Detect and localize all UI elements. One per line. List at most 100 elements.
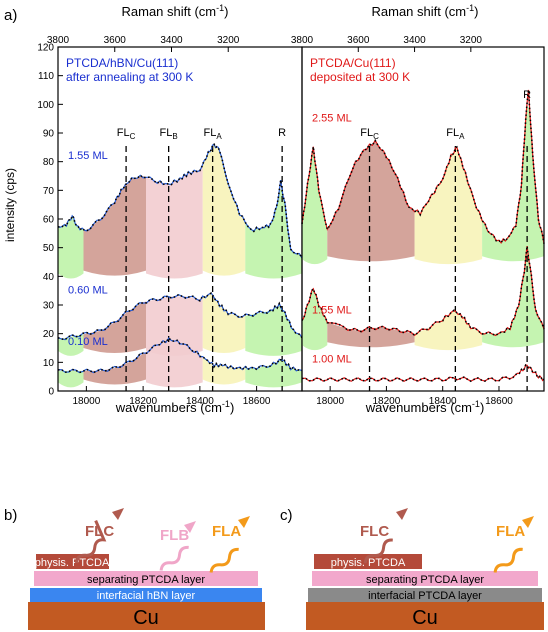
fl-c-arrowhead-c <box>396 508 408 520</box>
superscript: -1 <box>472 399 480 409</box>
peak-fill-band <box>58 370 84 388</box>
interfacial-ptcda-label-c: interfacial PTCDA layer <box>368 590 482 602</box>
y-tick-label: 80 <box>43 157 55 168</box>
fl-a-text-b: FLA <box>212 523 241 540</box>
series-line <box>301 89 545 244</box>
series-label: 1.55 ML <box>312 305 352 317</box>
peak-fill-band <box>202 293 246 353</box>
panel-title-line: PTCDA/hBN/Cu(111) <box>66 56 178 70</box>
fl-c-text-b: FLC <box>85 523 114 540</box>
fl-c-label-b: FLC <box>85 523 114 540</box>
peak-fill-band <box>245 189 302 279</box>
peak-label-main: FL <box>446 127 459 139</box>
physis-label-c: physis. PTCDA <box>331 557 406 569</box>
series-line <box>301 364 545 382</box>
physis-layer-b <box>36 554 109 569</box>
peak-label-sub: B <box>172 132 177 141</box>
y-tick-label: 120 <box>37 43 54 54</box>
right-bottom-axis-title-text: wavenumbers (cm <box>365 400 472 415</box>
x2-tick-label: 3400 <box>403 35 426 46</box>
panel-label-a: a) <box>4 7 17 24</box>
x-tick-label: 18200 <box>373 396 401 407</box>
series-label: 1.55 ML <box>68 150 108 162</box>
peak-fill-band <box>146 339 203 388</box>
fl-b-label-b: FLB <box>160 527 189 544</box>
series-label: 0.10 ML <box>68 336 108 348</box>
x-tick-label: 18400 <box>429 396 457 407</box>
peak-label-fl_a: FLA <box>204 127 223 141</box>
left-bottom-axis-title-text: wavenumbers (cm <box>115 400 222 415</box>
peak-fill-band <box>202 357 246 385</box>
superscript: -1 <box>222 399 230 409</box>
series-label: 1.00 ML <box>312 353 352 365</box>
paren: ) <box>224 4 228 19</box>
fl-c-label-c: FLC <box>360 523 389 540</box>
separating-layer-c <box>312 571 538 586</box>
x2-tick-label: 3200 <box>217 35 240 46</box>
hbn-label-b: interfacial hBN layer <box>97 590 196 602</box>
y-tick-label: 20 <box>43 329 55 340</box>
peak-fill-band <box>245 359 302 388</box>
x-tick-label: 18400 <box>186 396 214 407</box>
peak-label-main: FL <box>117 127 130 139</box>
fl-a-text-c: FLA <box>496 523 525 540</box>
panel-title-line: after annealing at 300 K <box>66 70 193 84</box>
paren: ) <box>230 400 234 415</box>
fl-a-wave-b <box>209 547 239 573</box>
cu-layer-c <box>306 602 544 630</box>
peak-label-sub: C <box>130 132 136 141</box>
panel-label-c: c) <box>280 507 293 524</box>
y-tick-label: 100 <box>37 100 54 111</box>
peak-label-sub: A <box>216 132 222 141</box>
right-bottom-axis-title: wavenumbers (cm-1) <box>365 399 485 415</box>
peak-fill-band <box>202 144 246 276</box>
plot-frame <box>301 46 545 392</box>
peak-fill-band <box>302 287 328 351</box>
x2-tick-label: 3600 <box>347 35 370 46</box>
peak-label-fl_a: FLA <box>446 127 465 141</box>
y-tick-label: 110 <box>38 71 54 82</box>
peak-label-fl_c: FLC <box>117 127 136 141</box>
x-tick-label: 18000 <box>316 396 344 407</box>
physis-layer-c <box>314 554 422 569</box>
peak-fill-band <box>302 147 328 265</box>
peak-fill-band <box>146 164 203 279</box>
peak-label-fl_b: FLB <box>160 127 178 141</box>
fl-c-wave-b <box>74 520 107 564</box>
x2-tick-label: 3200 <box>460 35 483 46</box>
series-label: 0.60 ML <box>68 285 108 297</box>
interfacial-ptcda-layer-c <box>308 588 542 602</box>
fl-c-wave-c <box>363 538 393 564</box>
series-label: 2.55 ML <box>312 113 352 125</box>
x2-tick-label: 3600 <box>104 35 127 46</box>
peak-label-sub: C <box>373 132 379 141</box>
fl-b-wave-b <box>159 545 189 571</box>
peak-label-sub: A <box>459 132 465 141</box>
series-points <box>301 364 545 383</box>
y-tick-label: 40 <box>43 272 55 283</box>
x-tick-label: 18200 <box>129 396 157 407</box>
x-tick-label: 18600 <box>243 396 271 407</box>
peak-fill-band <box>482 247 544 348</box>
panel-title-line: deposited at 300 K <box>310 70 410 84</box>
peak-label-main: R <box>278 127 286 139</box>
cu-label-b: Cu <box>133 607 159 629</box>
x-tick-label: 18600 <box>485 396 513 407</box>
peak-label-main: FL <box>160 127 173 139</box>
peak-fill-band <box>83 352 146 385</box>
y-tick-label: 0 <box>48 387 54 398</box>
hbn-layer-b <box>30 588 262 602</box>
y-tick-label: 30 <box>43 301 55 312</box>
y-tick-label: 70 <box>43 186 55 197</box>
superscript: -1 <box>466 3 474 13</box>
fl-a-wave-c <box>493 547 523 573</box>
y-tick-label: 90 <box>43 129 55 140</box>
peak-fill-band <box>146 296 203 356</box>
fl-a-arrowhead-b <box>238 516 250 528</box>
y-tick-label: 60 <box>43 215 55 226</box>
physis-label-b: physis. PTCDA <box>35 557 110 569</box>
x2-tick-label: 3800 <box>47 35 70 46</box>
left-bottom-axis-title: wavenumbers (cm-1) <box>115 399 235 415</box>
peak-label-main: FL <box>204 127 217 139</box>
separating-layer-b <box>34 571 258 586</box>
